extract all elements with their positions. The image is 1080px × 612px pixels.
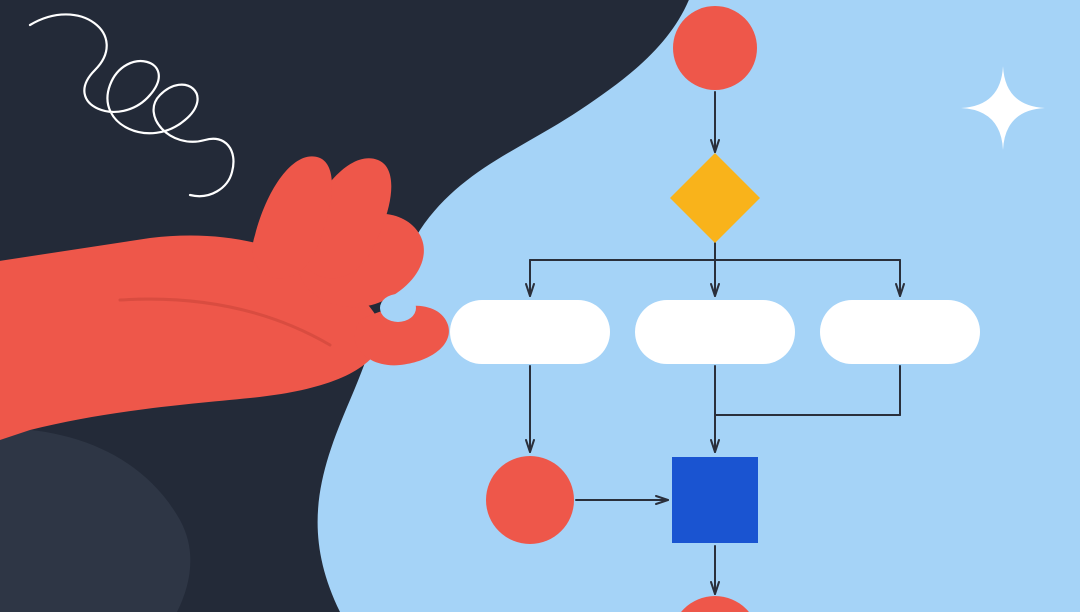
node-proc_right [820,300,980,364]
infographic-canvas [0,0,1080,612]
node-circ_lower [486,456,574,544]
node-proc_left [450,300,610,364]
node-proc_mid [635,300,795,364]
node-start [673,6,757,90]
infographic-svg [0,0,1080,612]
node-square [672,457,758,543]
